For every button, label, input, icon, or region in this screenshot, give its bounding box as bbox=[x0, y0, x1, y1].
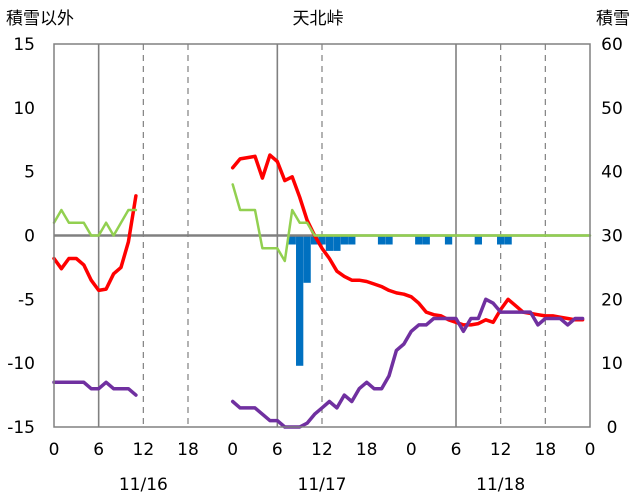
x-tick-label: 6 bbox=[93, 440, 104, 460]
series-line-purple bbox=[230, 297, 585, 429]
snow-depth-bars bbox=[288, 235, 512, 366]
date-label: 11/18 bbox=[476, 475, 525, 495]
snow-bar bbox=[504, 235, 512, 245]
left-tick-label: 15 bbox=[13, 35, 35, 55]
x-tick-label: 6 bbox=[272, 440, 283, 460]
left-tick-label: 10 bbox=[13, 99, 35, 119]
left-tick-label: 5 bbox=[24, 163, 35, 183]
series-line-temperature bbox=[230, 153, 585, 327]
snow-bar bbox=[377, 235, 386, 245]
left-tick-label: 0 bbox=[24, 227, 35, 247]
chart-title: 天北峠 bbox=[293, 9, 344, 29]
snow-bar bbox=[444, 235, 453, 245]
right-tick-label: 60 bbox=[601, 35, 623, 55]
date-label: 11/16 bbox=[119, 475, 168, 495]
x-tick-label: 12 bbox=[133, 440, 155, 460]
right-tick-label: 50 bbox=[601, 99, 623, 119]
snow-bar bbox=[333, 235, 341, 251]
right-tick-label: 20 bbox=[601, 290, 623, 310]
x-tick-label: 12 bbox=[311, 440, 333, 460]
snow-bar bbox=[296, 235, 304, 366]
x-tick-label: 18 bbox=[177, 440, 199, 460]
snow-bar bbox=[340, 235, 348, 245]
snow-bar bbox=[348, 235, 356, 245]
plot-frame bbox=[53, 43, 591, 428]
x-tick-label: 0 bbox=[227, 440, 238, 460]
snow-bar bbox=[422, 235, 430, 245]
right-axis-title: 積雪 bbox=[596, 9, 630, 29]
right-tick-label: 40 bbox=[601, 163, 623, 183]
x-tick-label: 12 bbox=[490, 440, 512, 460]
series-line-temperature bbox=[52, 194, 138, 293]
x-tick-label: 18 bbox=[535, 440, 557, 460]
left-tick-label: -10 bbox=[7, 354, 35, 374]
plot-border bbox=[53, 43, 591, 428]
snow-bar bbox=[385, 235, 393, 245]
right-tick-label: 10 bbox=[601, 354, 623, 374]
right-tick-label: 30 bbox=[601, 227, 623, 247]
x-tick-label: 0 bbox=[406, 440, 417, 460]
series-line-purple bbox=[52, 380, 138, 397]
snow-bar bbox=[325, 235, 334, 251]
left-axis-title: 積雪以外 bbox=[6, 9, 74, 29]
series-line-green bbox=[52, 208, 138, 237]
date-label: 11/17 bbox=[298, 475, 347, 495]
x-tick-label: 18 bbox=[356, 440, 378, 460]
x-tick-label: 0 bbox=[49, 440, 60, 460]
snow-bar bbox=[318, 235, 326, 245]
snow-bar bbox=[415, 235, 423, 245]
x-tick-label: 6 bbox=[451, 440, 462, 460]
snow-bar bbox=[474, 235, 482, 245]
snow-bar bbox=[303, 235, 311, 283]
x-tick-label: 0 bbox=[585, 440, 596, 460]
snow-bar bbox=[288, 235, 296, 245]
snow-bar bbox=[310, 235, 319, 245]
left-tick-label: -5 bbox=[18, 290, 35, 310]
snow-bar bbox=[497, 235, 505, 245]
right-tick-label: 0 bbox=[607, 418, 618, 438]
left-tick-label: -15 bbox=[7, 418, 35, 438]
series-line-green bbox=[231, 183, 592, 263]
